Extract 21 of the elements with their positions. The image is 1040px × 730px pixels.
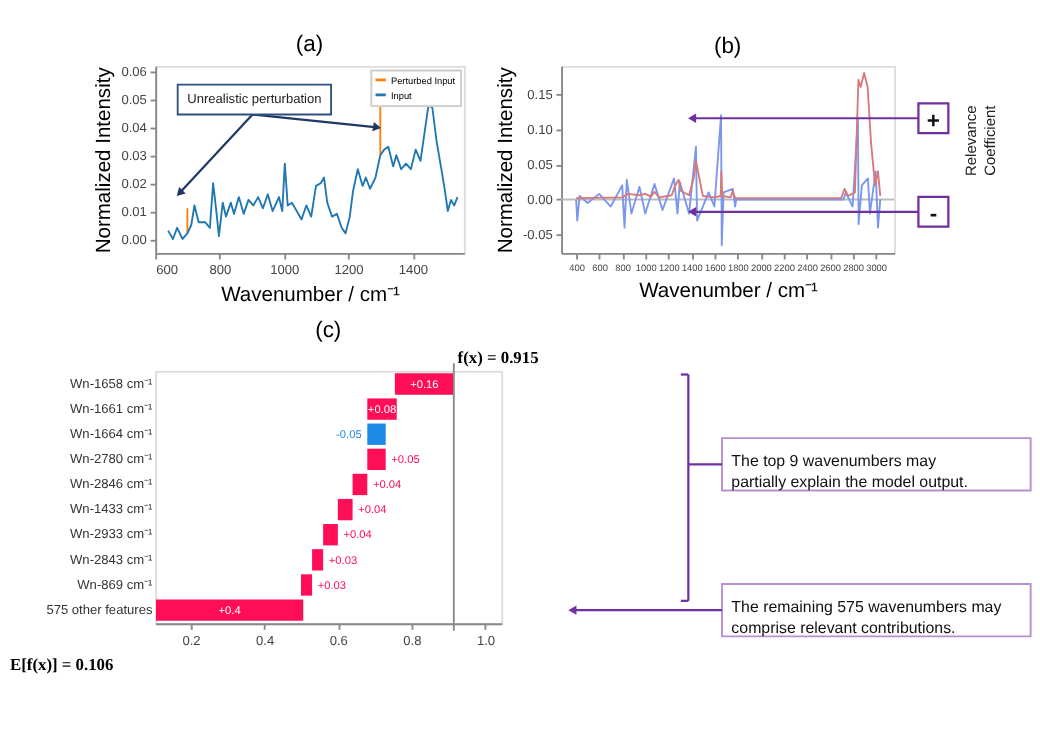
chart-title: (b) xyxy=(713,34,742,59)
bar xyxy=(367,448,386,471)
text: - xyxy=(929,203,938,228)
text: E[f(x)] = 0.106 xyxy=(10,656,114,675)
bar xyxy=(352,473,368,496)
chart-title: (a) xyxy=(295,32,324,57)
text: + xyxy=(926,109,941,134)
line-series xyxy=(575,114,882,247)
bar xyxy=(367,423,386,445)
x-axis-title: Wavenumber / cm⁻¹ xyxy=(221,284,401,307)
y-axis-title: Normalized Intensity xyxy=(495,65,518,254)
chart-title: (c) xyxy=(315,319,342,344)
ref-line-label: f(x) = 0.915 xyxy=(457,349,539,368)
line-series xyxy=(167,104,459,240)
y-axis-title: Normalized Intensity xyxy=(94,65,117,254)
bar xyxy=(312,549,324,571)
bar xyxy=(337,498,353,521)
bar xyxy=(323,524,338,546)
line-series xyxy=(575,71,882,200)
y2-axis-title: Relevance Coefficient xyxy=(962,103,1000,176)
x-axis-title: Wavenumber / cm⁻¹ xyxy=(639,280,820,303)
